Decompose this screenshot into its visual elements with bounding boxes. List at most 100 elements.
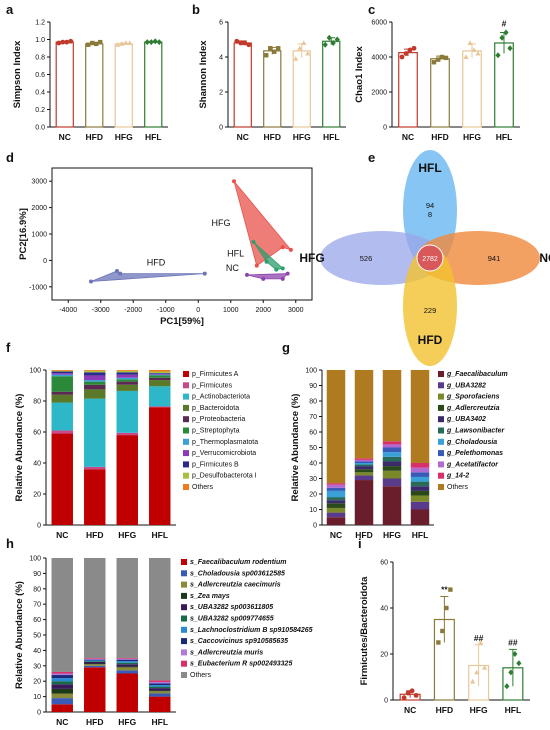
legend-label: g_Lawsonibacter	[446, 428, 505, 435]
legend-swatch	[181, 559, 187, 565]
panel-label-b: b	[192, 2, 200, 17]
segment-HFD	[84, 558, 106, 659]
legend-label: p_Streptophyta	[192, 428, 240, 435]
segment-NC	[51, 370, 73, 371]
legend-label: Others	[447, 484, 469, 491]
data-point-HFD	[268, 46, 273, 51]
segment-HFD	[354, 458, 374, 460]
legend-label: p_Proteobacteria	[192, 416, 245, 423]
panel-label-i: i	[358, 536, 362, 551]
y-tick-label: 0.8	[35, 55, 45, 62]
y-tick-label: 50	[309, 445, 317, 452]
segment-HFD	[84, 380, 106, 382]
legend-label: g_14-2	[446, 473, 469, 480]
segment-NC	[51, 675, 73, 679]
y-tick-label: 60	[33, 617, 41, 624]
category-label-HFG: HFG	[470, 705, 488, 715]
data-point-HFL	[144, 39, 150, 46]
category-label-NC: NC	[402, 132, 414, 142]
category-label-HFL: HFL	[151, 530, 168, 540]
legend-swatch	[183, 461, 189, 468]
segment-NC	[51, 558, 73, 672]
segment-NC	[51, 671, 73, 674]
y-tick-label: 0	[37, 523, 41, 530]
legend-label: p_Verrucomicrobiota	[192, 450, 256, 457]
legend-swatch	[181, 626, 187, 633]
segment-HFL	[149, 686, 171, 689]
point-HFG	[232, 179, 236, 184]
segment-NC	[326, 500, 346, 504]
segment-HFD	[354, 469, 374, 473]
data-point-HFD	[264, 53, 269, 58]
category-label-HFD: HFD	[86, 717, 103, 727]
segment-HFL	[410, 481, 430, 487]
y-tick-label: 80	[33, 399, 41, 406]
category-label-NC: NC	[330, 530, 342, 540]
data-point-HFL	[156, 39, 162, 46]
segment-HFG	[116, 381, 138, 385]
panel-c-chao1-chart: c 0 2000 4000 6000 Chao1 Index NC HFD HFG HFL #	[354, 2, 520, 142]
y-tick-label: 1.2	[35, 20, 45, 27]
segment-HFD	[84, 384, 106, 390]
category-label-HFD: HFD	[431, 132, 448, 142]
segment-NC	[326, 497, 346, 501]
data-point-HFD	[439, 54, 445, 60]
segment-HFG	[116, 659, 138, 662]
category-label-HFL: HFL	[145, 132, 162, 142]
data-point-HFL	[334, 36, 340, 43]
venn-count-HFD: 229	[424, 306, 437, 315]
data-point-NC	[234, 38, 240, 44]
venn-count-core: 2782	[422, 256, 438, 263]
data-point-HFL	[516, 660, 522, 667]
category-label-HFG: HFG	[118, 530, 136, 540]
data-point-HFL	[508, 669, 514, 676]
segment-HFD	[84, 660, 106, 662]
y-tick-label: 20	[33, 492, 41, 499]
significance-mark-HFG: ##	[474, 633, 484, 643]
category-label-HFD: HFD	[264, 132, 281, 142]
segment-HFG	[116, 432, 138, 436]
segment-HFG	[116, 384, 138, 391]
segment-HFG	[116, 673, 138, 712]
category-label-NC: NC	[59, 132, 71, 142]
data-point-HFG	[127, 40, 133, 45]
data-point-NC	[64, 39, 70, 45]
legend-label: p_Bacteroidota	[192, 405, 239, 412]
data-point-HFG	[463, 54, 469, 59]
segment-HFG	[116, 667, 138, 671]
data-point-HFL	[326, 34, 332, 41]
y-axis-label: Relative Abundance (%)	[290, 394, 301, 502]
segment-HFG	[116, 670, 138, 674]
y-tick-label: 0.0	[35, 125, 45, 132]
bar-HFG	[462, 50, 482, 128]
point-HFD	[202, 271, 207, 276]
point-NC	[280, 276, 285, 281]
group-label-NC: NC	[226, 263, 239, 273]
data-point-HFG	[474, 669, 480, 675]
venn-count-HFL: 94	[426, 201, 434, 210]
legend-label: g_Adlercreutzia	[446, 405, 500, 412]
y-tick-label: 50	[33, 633, 41, 640]
panel-label-h: h	[6, 536, 14, 551]
point-HFG	[280, 245, 285, 250]
segment-HFG	[382, 452, 402, 457]
segment-HFL	[149, 374, 171, 376]
segment-NC	[326, 370, 346, 484]
data-point-HFD	[436, 640, 441, 645]
segment-HFL	[149, 558, 171, 681]
panel-f-phylum-stacked-bar: f 0 20 40 60 80 100 Relative Abundance (%) NC HFD…	[6, 340, 258, 540]
point-NC	[245, 272, 249, 277]
segment-HFL	[149, 685, 171, 687]
data-point-NC	[242, 40, 248, 46]
segment-NC	[51, 673, 73, 676]
segment-HFG	[116, 374, 138, 378]
segment-HFL	[410, 476, 430, 482]
data-point-NC	[238, 40, 244, 46]
segment-HFD	[84, 381, 106, 385]
segment-NC	[326, 503, 346, 508]
category-label-NC: NC	[56, 717, 68, 727]
segment-HFD	[84, 663, 106, 665]
legend-swatch	[181, 660, 187, 667]
segment-NC	[51, 704, 73, 712]
legend-swatch	[183, 371, 189, 377]
